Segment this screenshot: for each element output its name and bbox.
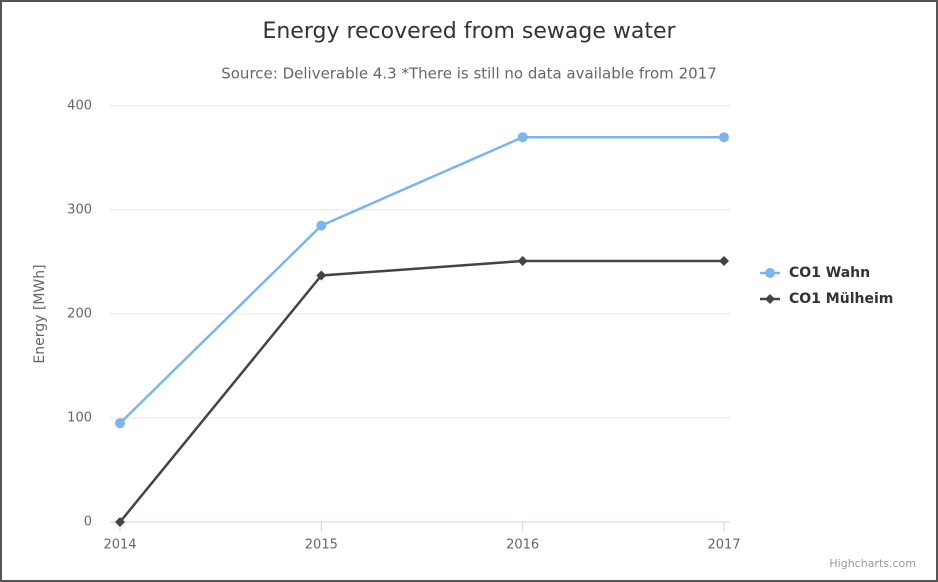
y-tick-label: 400 xyxy=(67,99,92,114)
y-tick-label: 100 xyxy=(67,411,92,426)
legend-label: CO1 Wahn xyxy=(789,265,870,281)
data-point xyxy=(517,255,528,266)
y-tick-label: 200 xyxy=(67,307,92,322)
data-point xyxy=(316,270,327,281)
x-tick-label: 2014 xyxy=(103,538,136,553)
chart-title: Energy recovered from sewage water xyxy=(262,19,676,44)
series-line xyxy=(119,135,724,425)
y-axis-title: Energy [MWh] xyxy=(32,264,48,363)
legend-symbol xyxy=(765,268,775,278)
data-point xyxy=(719,255,729,266)
data-point xyxy=(115,418,125,429)
x-tick-label: 2015 xyxy=(305,538,338,553)
legend-symbol xyxy=(765,294,775,304)
credits: Highcharts.com xyxy=(829,557,916,570)
data-point xyxy=(115,517,125,527)
data-point xyxy=(316,220,327,231)
y-tick-label: 0 xyxy=(84,515,92,530)
legend-label: CO1 Mülheim xyxy=(789,291,893,307)
x-tick-label: 2017 xyxy=(707,538,740,553)
data-point xyxy=(719,132,729,143)
chart-subtitle: Source: Deliverable 4.3 *There is still … xyxy=(221,65,717,83)
x-tick-label: 2016 xyxy=(506,538,539,553)
data-point xyxy=(517,132,528,143)
y-tick-label: 300 xyxy=(67,203,92,218)
series-line xyxy=(119,259,724,523)
